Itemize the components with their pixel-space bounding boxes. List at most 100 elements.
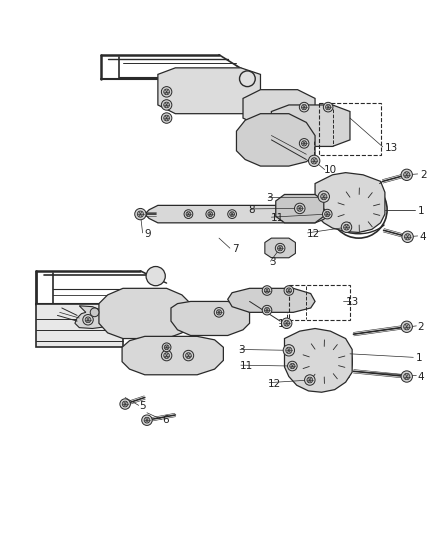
Text: 12: 12 [306,229,320,239]
Text: 13: 13 [346,297,359,308]
Circle shape [186,212,191,216]
Circle shape [216,310,222,315]
Circle shape [401,371,413,382]
Polygon shape [243,90,315,127]
Circle shape [122,401,128,407]
Circle shape [325,104,331,110]
Circle shape [323,102,333,112]
Text: 5: 5 [140,401,146,411]
Polygon shape [265,238,295,258]
Circle shape [311,158,317,164]
Polygon shape [276,195,324,223]
Circle shape [405,233,411,240]
Circle shape [240,71,255,87]
Circle shape [161,113,172,123]
Circle shape [325,212,330,217]
Circle shape [301,104,307,110]
Text: 7: 7 [232,244,239,254]
Circle shape [282,318,292,328]
Circle shape [308,155,320,166]
Circle shape [276,244,285,253]
Circle shape [164,89,170,95]
Polygon shape [228,288,315,312]
Circle shape [137,211,144,217]
Polygon shape [285,328,352,392]
Circle shape [288,361,297,371]
Circle shape [164,115,170,121]
Circle shape [307,377,313,383]
Circle shape [294,203,305,214]
Text: 4: 4 [418,372,424,382]
Text: 8: 8 [249,205,255,215]
Polygon shape [35,304,123,348]
Circle shape [278,246,283,251]
Circle shape [301,141,307,146]
Text: 4: 4 [420,232,427,242]
Text: 6: 6 [162,415,169,425]
Circle shape [284,286,293,295]
Circle shape [83,314,93,325]
Circle shape [142,415,152,425]
Circle shape [402,231,413,243]
Circle shape [286,347,292,353]
Polygon shape [99,288,191,338]
Circle shape [186,353,191,359]
Circle shape [299,139,309,148]
Circle shape [184,210,193,219]
Text: 10: 10 [278,319,291,329]
Circle shape [262,305,272,315]
Circle shape [404,172,410,178]
Circle shape [164,102,170,108]
Polygon shape [75,306,114,328]
Text: 9: 9 [145,229,152,239]
Polygon shape [145,205,328,223]
Text: 2: 2 [420,170,427,180]
Circle shape [206,210,215,219]
Circle shape [135,208,146,220]
Circle shape [283,345,294,356]
Circle shape [401,321,413,333]
Text: 12: 12 [268,378,281,389]
Circle shape [286,288,292,293]
Circle shape [304,375,315,385]
Circle shape [120,399,131,409]
Circle shape [297,206,303,211]
Polygon shape [122,336,223,375]
Polygon shape [158,68,261,114]
Circle shape [262,286,272,295]
Polygon shape [171,302,250,335]
Circle shape [404,324,410,330]
Circle shape [161,350,172,361]
Circle shape [265,288,270,293]
Circle shape [144,417,150,423]
Text: 13: 13 [385,143,398,153]
Text: 10: 10 [324,165,337,175]
Circle shape [318,191,329,203]
Polygon shape [315,173,385,232]
Circle shape [284,320,290,326]
Text: 3: 3 [270,257,276,267]
Circle shape [208,212,213,216]
Text: 1: 1 [418,206,424,216]
Circle shape [341,222,352,232]
Text: 11: 11 [240,361,253,371]
Text: 1: 1 [416,353,422,363]
Circle shape [161,87,172,97]
Circle shape [322,209,332,219]
Circle shape [228,210,237,219]
Circle shape [164,345,169,350]
Circle shape [85,317,91,322]
Circle shape [161,100,172,110]
Circle shape [164,353,170,359]
Circle shape [146,266,165,286]
Circle shape [230,212,234,216]
Text: 3: 3 [266,192,273,203]
Text: 3: 3 [239,345,245,356]
Circle shape [404,374,410,379]
Circle shape [162,343,171,352]
Circle shape [321,193,327,200]
Circle shape [401,169,413,181]
Circle shape [290,364,295,369]
Polygon shape [272,105,350,147]
Circle shape [183,350,194,361]
